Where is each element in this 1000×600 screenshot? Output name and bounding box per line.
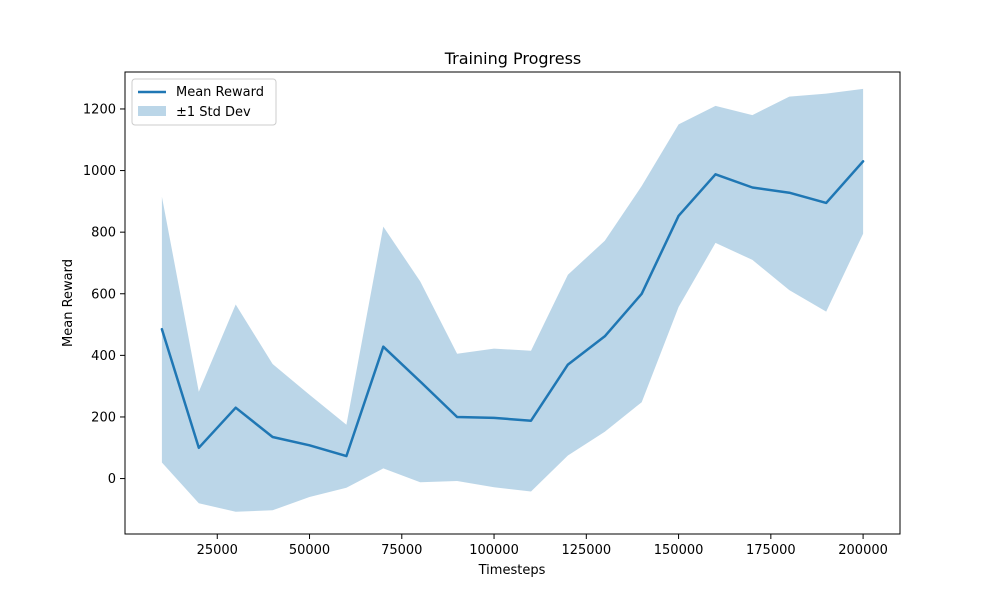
y-axis: 0 200 400 600 800 1000 1200: [83, 102, 125, 487]
x-tick-label: 200000: [838, 543, 888, 558]
x-tick-label: 75000: [381, 543, 422, 558]
x-tick-label: 125000: [561, 543, 611, 558]
y-tick-label: 1000: [83, 164, 116, 179]
std-dev-band: [161, 88, 864, 512]
plot-area: [160, 88, 865, 512]
y-tick-label: 200: [91, 410, 116, 425]
x-tick-label: 175000: [746, 543, 796, 558]
plot-frame: [124, 71, 901, 535]
y-tick-label: 0: [108, 472, 116, 487]
x-tick-label: 150000: [654, 543, 704, 558]
y-tick-label: 800: [91, 226, 116, 241]
legend-box: [131, 78, 277, 126]
x-tick-label: 50000: [289, 543, 330, 558]
legend-mean-reward-label: Mean Reward: [176, 85, 264, 100]
y-axis-title: Mean Reward: [61, 259, 76, 347]
mean-reward-line: [160, 160, 865, 458]
x-axis: 25000 50000 75000 100000 125000 150000 175000 2…: [197, 534, 888, 558]
legend-std-dev-label: ±1 Std Dev: [176, 105, 251, 120]
y-tick-label: 600: [91, 287, 116, 302]
y-tick-label: 400: [91, 349, 116, 364]
legend: Mean Reward ±1 Std Dev: [131, 78, 277, 126]
legend-std-dev-swatch: [138, 106, 166, 116]
x-tick-label: 100000: [469, 543, 519, 558]
x-tick-label: 25000: [197, 543, 238, 558]
x-axis-title: Timesteps: [478, 563, 546, 578]
y-tick-label: 1200: [83, 102, 116, 117]
chart-title: Training Progress: [444, 49, 582, 68]
